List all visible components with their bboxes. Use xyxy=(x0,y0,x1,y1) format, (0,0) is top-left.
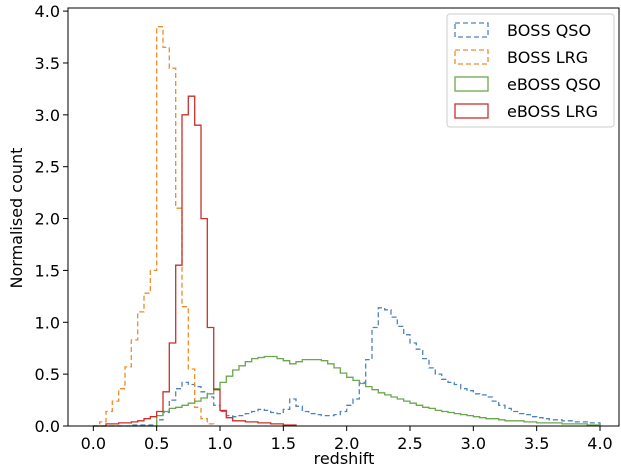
series-eboss-qso-step-line xyxy=(93,355,601,427)
legend-swatch-boss-lrg xyxy=(454,49,489,65)
y-tick-label: 3.0 xyxy=(35,106,60,125)
legend-label-eboss-lrg: eBOSS LRG xyxy=(507,102,598,121)
legend-box xyxy=(446,13,615,128)
legend-swatch-boss-qso xyxy=(454,22,489,38)
legend-swatch-eboss-lrg xyxy=(454,103,489,119)
legend-label-eboss-qso: eBOSS QSO xyxy=(507,75,601,94)
x-tick-label: 1.0 xyxy=(207,434,232,453)
y-tick-label: 2.5 xyxy=(35,158,60,177)
y-tick-label: 3.5 xyxy=(35,54,60,73)
x-tick-label: 0.0 xyxy=(81,434,106,453)
series-eboss-lrg-step-line xyxy=(93,95,297,427)
legend-label-boss-qso: BOSS QSO xyxy=(507,21,591,40)
y-tick-label: 1.0 xyxy=(35,313,60,332)
plot-area xyxy=(93,26,601,427)
y-axis: 0.0 0.5 1.0 1.5 2.0 2.5 3.0 3.5 4.0 xyxy=(35,2,68,436)
y-tick-label: 1.5 xyxy=(35,261,60,280)
legend: BOSS QSO BOSS LRG eBOSS QSO eBOSS LRG xyxy=(446,13,615,128)
series-boss-lrg-step-line xyxy=(93,26,215,427)
x-tick-label: 0.5 xyxy=(144,434,169,453)
y-axis-title: Normalised count xyxy=(7,148,26,289)
x-axis: 0.0 0.5 1.0 1.5 2.0 2.5 3.0 3.5 4.0 xyxy=(81,426,613,453)
legend-label-boss-lrg: BOSS LRG xyxy=(507,48,588,67)
x-tick-label: 4.0 xyxy=(587,434,612,453)
x-tick-label: 2.5 xyxy=(397,434,422,453)
y-tick-label: 4.0 xyxy=(35,2,60,21)
y-tick-label: 0.0 xyxy=(35,417,60,436)
y-tick-label: 0.5 xyxy=(35,365,60,384)
x-tick-label: 3.5 xyxy=(524,434,549,453)
x-tick-label: 1.5 xyxy=(271,434,296,453)
x-tick-label: 2.0 xyxy=(334,434,359,453)
x-axis-title: redshift xyxy=(314,449,375,468)
series-boss-qso-step-line xyxy=(93,307,601,427)
axes-frame xyxy=(67,7,620,427)
x-tick-label: 3.0 xyxy=(461,434,486,453)
y-tick-label: 2.0 xyxy=(35,210,60,229)
legend-swatch-eboss-qso xyxy=(454,76,489,92)
